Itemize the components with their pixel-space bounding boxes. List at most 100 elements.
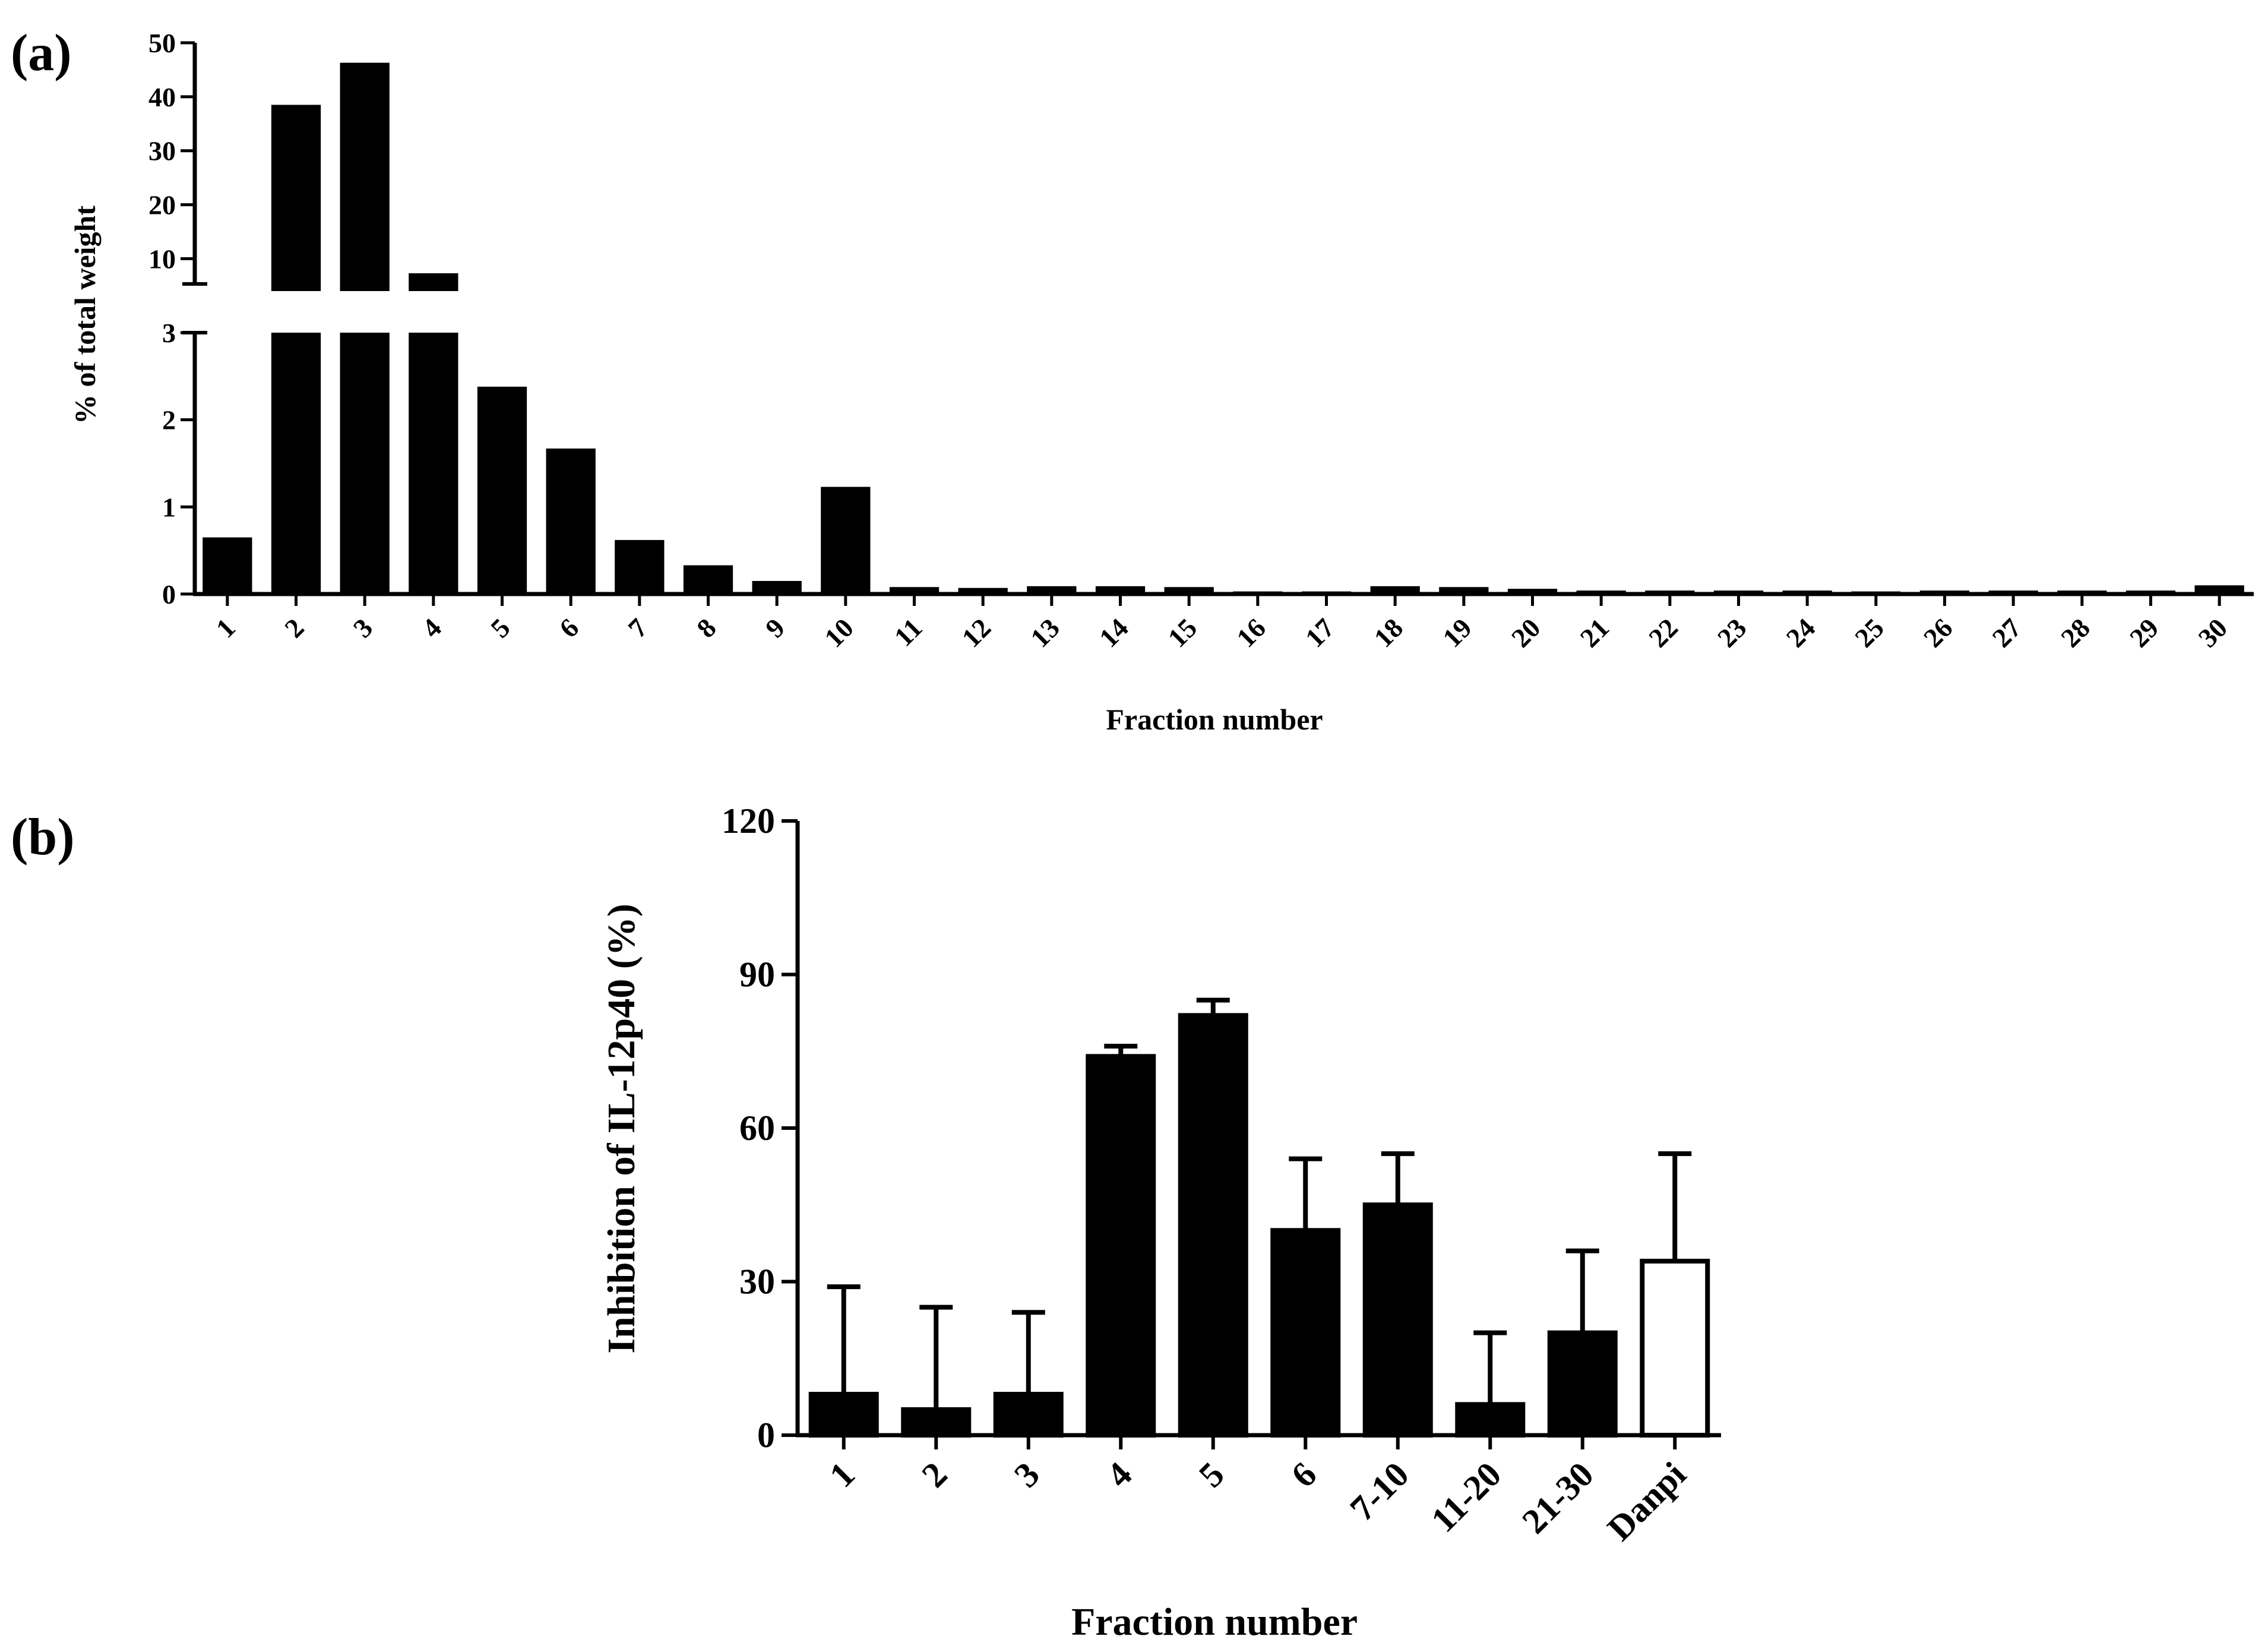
x-tick-label-a: 17 (1299, 612, 1340, 653)
y-tick-label-b: 90 (739, 955, 775, 994)
bar-a-7 (615, 540, 665, 594)
bar-a-4-upper (409, 273, 458, 291)
x-tick-label-b: Danpi (1600, 1455, 1694, 1549)
x-tick-label-b: 6 (1284, 1455, 1324, 1495)
y-tick-label-a: 10 (148, 244, 176, 274)
x-tick-label-a: 28 (2055, 612, 2096, 653)
y-tick-label-b: 0 (757, 1416, 775, 1455)
x-tick-label-a: 6 (553, 612, 584, 643)
x-tick-label-a: 21 (1574, 612, 1615, 653)
panel-b-x-axis-title: Fraction number (1071, 1600, 1358, 1644)
panel-b-label: (b) (11, 808, 75, 866)
bar-a-1 (203, 537, 252, 594)
x-tick-label-a: 8 (691, 612, 722, 643)
x-tick-label-a: 11 (888, 612, 928, 652)
bar-a-6 (546, 448, 596, 594)
panel-a-label: (a) (11, 24, 72, 82)
x-tick-label-a: 30 (2193, 612, 2234, 653)
x-tick-label-b: 5 (1191, 1455, 1232, 1495)
y-tick-label-a: 20 (148, 190, 176, 220)
bar-b-1 (808, 1392, 879, 1438)
panel-a-x-ticks: 1 2 3 4 5 6 7 8 9 10 11 12 13 14 15 16 17 18 19 20 21 22 23 24 2… (210, 594, 2234, 653)
bar-a-12 (958, 587, 1008, 594)
bar-b-11-20 (1455, 1402, 1526, 1438)
x-tick-label-a: 12 (956, 612, 997, 653)
bar-a-3-upper (340, 62, 390, 292)
x-tick-label-a: 26 (1918, 612, 1959, 653)
bar-a-11 (889, 587, 940, 594)
bar-a-29 (2125, 590, 2176, 594)
x-tick-label-a: 22 (1643, 612, 1684, 653)
y-tick-label-a: 30 (148, 136, 176, 166)
x-tick-label-b: 1 (822, 1455, 862, 1495)
bar-a-16 (1233, 591, 1283, 594)
x-tick-label-a: 24 (1780, 612, 1821, 653)
y-tick-label-a: 0 (162, 579, 176, 609)
x-tick-label-a: 2 (279, 612, 309, 643)
x-tick-label-a: 10 (818, 612, 859, 653)
bar-b-Danpi (1640, 1259, 1710, 1438)
x-tick-label-b: 2 (915, 1455, 955, 1495)
y-tick-label-a: 50 (148, 28, 176, 58)
x-tick-label-a: 5 (485, 612, 515, 643)
x-tick-label-a: 14 (1093, 612, 1134, 653)
y-tick-label-a: 2 (162, 405, 176, 435)
panel-b-y-ticks: 0 30 60 90 120 (722, 801, 798, 1455)
panel-b: (b) 0 30 60 90 120 1 2 3 4 5 6 7-10 11-20 21-30Danpi… (11, 801, 1721, 1644)
bar-a-23 (1713, 590, 1764, 594)
bar-a-24 (1782, 590, 1832, 594)
bar-a-18 (1370, 586, 1420, 594)
bar-b-4 (1086, 1054, 1156, 1438)
bar-b-5 (1178, 1013, 1248, 1438)
x-tick-label-a: 23 (1712, 612, 1753, 653)
x-tick-label-b: 3 (1007, 1455, 1047, 1495)
bar-a-2-upper (271, 105, 321, 291)
x-tick-label-a: 19 (1437, 612, 1478, 653)
panel-a-x-axis-title: Fraction number (1106, 703, 1323, 736)
bar-a-27 (1988, 590, 2038, 594)
bar-a-21 (1576, 590, 1626, 594)
y-tick-label-b: 30 (739, 1262, 775, 1302)
x-tick-label-b: 21-30 (1514, 1455, 1601, 1542)
bar-a-8 (683, 565, 733, 594)
x-tick-label-a: 15 (1162, 612, 1203, 653)
bar-b-3 (993, 1392, 1064, 1438)
x-tick-label-a: 18 (1368, 612, 1409, 653)
y-tick-label-a: 3 (162, 318, 176, 348)
bar-a-2-lower (271, 333, 321, 594)
panel-a-y-ticks: 0 1 2 3 10 20 30 40 50 (148, 28, 195, 609)
bar-b-6 (1270, 1228, 1341, 1438)
y-tick-label-b: 60 (739, 1108, 775, 1148)
x-tick-label-a: 27 (1987, 612, 2027, 653)
bar-a-26 (1919, 590, 1970, 594)
x-tick-label-a: 25 (1849, 612, 1890, 653)
y-tick-label-a: 40 (148, 82, 176, 112)
bar-a-13 (1027, 586, 1077, 594)
x-tick-label-b: 11-20 (1424, 1455, 1508, 1540)
x-tick-label-a: 29 (2124, 612, 2165, 653)
bar-a-15 (1164, 587, 1214, 594)
panel-a-y-axis-title: % of total weight (68, 206, 102, 424)
x-tick-label-b: 7-10 (1343, 1455, 1416, 1528)
bar-a-30 (2194, 585, 2244, 594)
bar-a-20 (1507, 589, 1558, 594)
y-tick-label-b: 120 (722, 801, 775, 841)
x-tick-label-a: 9 (760, 612, 790, 643)
y-tick-label-a: 1 (162, 492, 176, 522)
bar-a-10 (821, 487, 871, 594)
x-tick-label-a: 16 (1231, 612, 1271, 653)
bar-b-7-10 (1362, 1202, 1433, 1438)
bar-a-14 (1095, 586, 1146, 594)
panel-b-bars (808, 997, 1710, 1438)
x-tick-label-a: 3 (347, 612, 378, 643)
bar-a-22 (1645, 590, 1695, 594)
x-tick-label-a: 4 (416, 612, 447, 643)
x-tick-label-a: 7 (622, 612, 653, 643)
panel-a-bars (203, 62, 2244, 594)
x-tick-label-a: 13 (1024, 612, 1065, 653)
bar-a-25 (1851, 591, 1901, 594)
